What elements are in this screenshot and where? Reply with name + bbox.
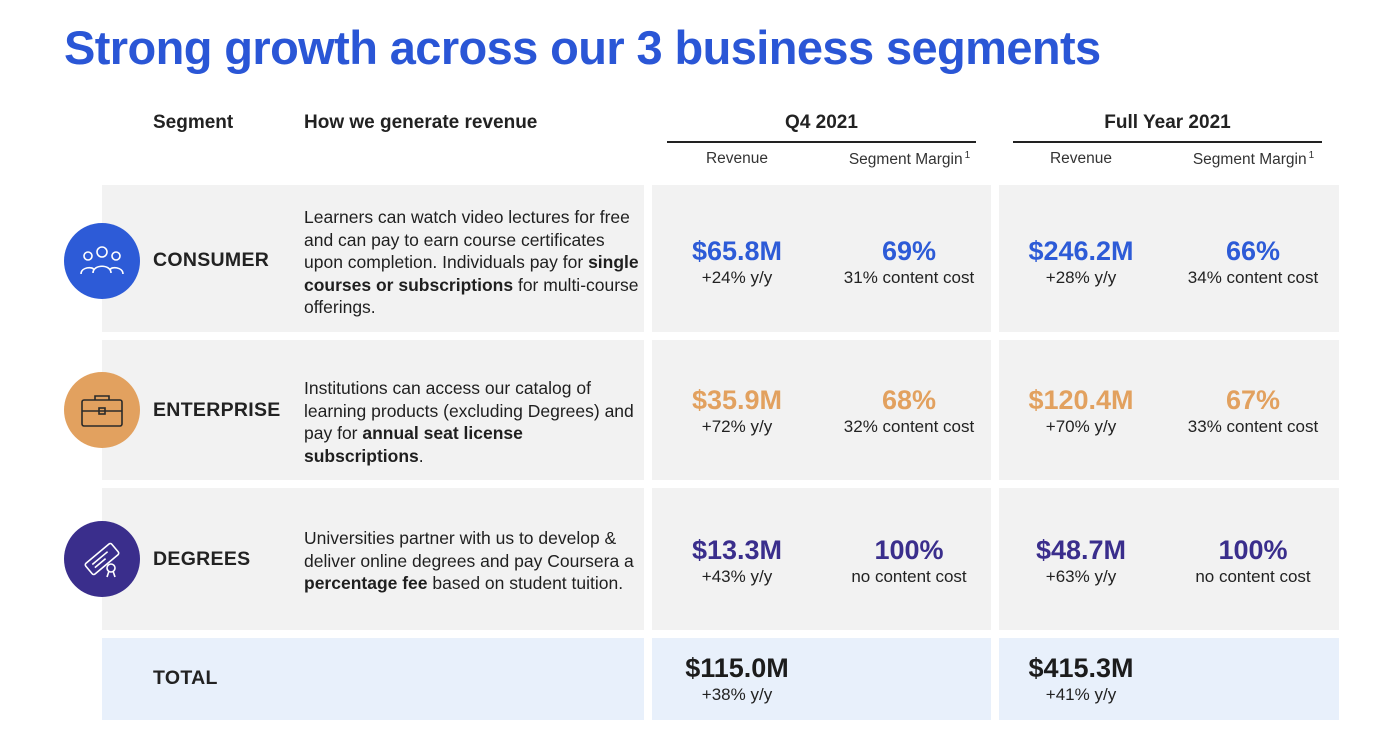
enterprise-icon-badge [64,372,140,448]
q4-margin-subheader: Segment Margin 1 [822,150,997,169]
desc-text: based on student tuition. [427,573,624,593]
growth-value: +43% y/y [701,567,773,586]
degrees-q4-revenue: $13.3M +43% y/y [652,534,822,588]
consumer-q4-revenue: $65.8M +24% y/y [652,235,822,289]
desc-emphasis: single courses or subscriptions [304,252,639,295]
revenue-value: $120.4M [1028,385,1134,415]
fy-header-divider [1013,141,1322,143]
enterprise-q4-revenue: $35.9M +72% y/y [652,384,822,438]
growth-value: +41% y/y [1045,685,1117,704]
consumer-fy-margin: 66% 34% content cost [1168,235,1338,289]
consumer-fy-revenue: $246.2M +28% y/y [996,235,1166,289]
enterprise-fy-panel [999,340,1339,480]
content-cost-note: no content cost [1195,567,1311,586]
revenue-value: $35.9M [691,385,783,415]
enterprise-q4-panel [652,340,991,480]
desc-text: Institutions can access our catalog of l… [304,378,634,443]
segment-name-consumer: CONSUMER [153,249,270,271]
total-fy-panel [999,638,1339,720]
degrees-q4-panel [652,488,991,630]
growth-value: +72% y/y [701,417,773,436]
margin-value: 100% [874,535,944,565]
revenue-value: $415.3M [1028,653,1134,683]
growth-value: +70% y/y [1045,417,1117,436]
total-q4-panel [652,638,991,720]
degrees-description: Universities partner with us to develop … [304,527,644,595]
desc-emphasis: percentage fee [304,573,428,593]
margin-value: 67% [1225,385,1281,415]
segment-name-enterprise: ENTERPRISE [153,399,281,421]
enterprise-description: Institutions can access our catalog of l… [304,377,644,467]
enterprise-q4-margin: 68% 32% content cost [824,384,994,438]
people-icon [80,246,124,275]
growth-value: +28% y/y [1045,268,1117,287]
enterprise-fy-margin: 67% 33% content cost [1168,384,1338,438]
q4-2021-header: Q4 2021 [785,112,858,133]
total-fy-revenue: $415.3M +41% y/y [996,652,1166,706]
q4-header-divider [667,141,976,143]
revenue-value: $65.8M [691,236,783,266]
revenue-model-column-header: How we generate revenue [304,112,538,133]
desc-text: . [418,445,424,466]
content-cost-note: 31% content cost [843,268,975,287]
degrees-fy-revenue: $48.7M +63% y/y [996,534,1166,588]
degrees-icon-badge [64,521,140,597]
revenue-value: $246.2M [1028,236,1134,266]
content-cost-note: 34% content cost [1187,268,1319,287]
margin-value: 69% [881,236,937,266]
consumer-q4-margin: 69% 31% content cost [824,235,994,289]
consumer-description: Learners can watch video lectures for fr… [304,206,644,319]
total-label: TOTAL [153,667,218,689]
q4-margin-subheader-label: Segment Margin [848,151,963,168]
segment-column-header: Segment [153,112,234,133]
segment-name-degrees: DEGREES [153,548,251,570]
fy-margin-subheader: Segment Margin 1 [1166,150,1341,169]
growth-value: +38% y/y [701,685,773,704]
consumer-description-panel [102,185,644,332]
degrees-fy-margin: 100% no content cost [1168,534,1338,588]
page-title: Strong growth across our 3 business segm… [64,21,1101,74]
content-cost-note: 33% content cost [1187,417,1319,436]
footnote-marker: 1 [964,150,971,161]
growth-value: +63% y/y [1045,567,1117,586]
total-label-panel [102,638,644,720]
enterprise-description-panel [102,340,644,480]
briefcase-icon [81,395,123,427]
margin-value: 66% [1225,236,1281,266]
footnote-marker: 1 [1308,150,1315,161]
revenue-value: $115.0M [685,653,789,683]
desc-text: Learners can watch video lectures for fr… [304,207,630,272]
desc-text: for multi-course offerings. [304,274,639,318]
degrees-q4-margin: 100% no content cost [824,534,994,588]
margin-value: 68% [881,385,937,415]
degrees-description-panel [102,488,644,630]
growth-value: +24% y/y [701,268,773,287]
consumer-fy-panel [999,185,1339,332]
margin-value: 100% [1218,535,1288,565]
revenue-value: $48.7M [1035,535,1127,565]
desc-emphasis: annual seat license subscriptions [304,423,523,466]
fy-revenue-subheader: Revenue [1049,150,1113,167]
enterprise-fy-revenue: $120.4M +70% y/y [996,384,1166,438]
content-cost-note: no content cost [851,567,967,586]
consumer-icon-badge [64,223,140,299]
desc-text: Universities partner with us to develop … [304,528,634,571]
q4-revenue-subheader: Revenue [705,150,769,167]
total-q4-revenue: $115.0M +38% y/y [652,652,822,706]
fy-margin-subheader-label: Segment Margin [1192,151,1307,168]
degrees-fy-panel [999,488,1339,630]
content-cost-note: 32% content cost [843,417,975,436]
revenue-value: $13.3M [691,535,783,565]
full-year-2021-header: Full Year 2021 [1104,112,1231,133]
consumer-q4-panel [652,185,991,332]
diploma-icon [84,542,120,578]
